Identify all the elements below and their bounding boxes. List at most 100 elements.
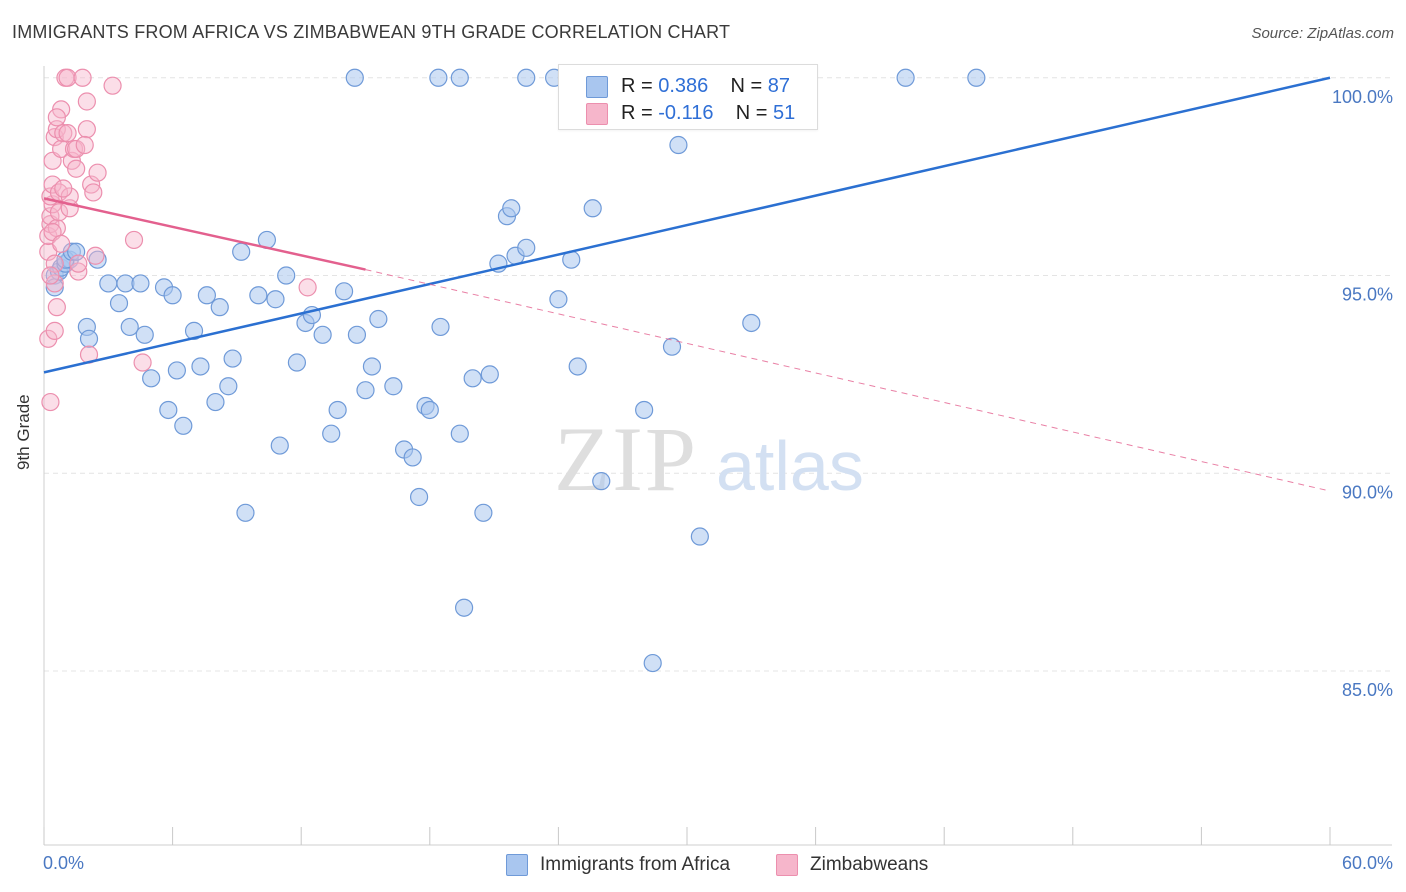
data-point — [450, 68, 469, 87]
data-point — [266, 290, 285, 309]
data-point — [109, 294, 129, 313]
legend-label-zimbabweans: Zimbabweans — [810, 854, 929, 875]
data-point — [49, 203, 69, 222]
data-point — [84, 183, 103, 202]
trend-line-africa — [43, 76, 1331, 374]
data-point — [124, 230, 144, 250]
data-point — [635, 400, 654, 420]
data-point — [742, 313, 761, 333]
data-point — [420, 400, 439, 420]
n-label: N = — [735, 101, 773, 124]
data-point — [79, 329, 99, 348]
data-point — [454, 598, 474, 617]
data-point — [896, 68, 915, 87]
axes — [43, 66, 1392, 846]
series-immigrants-from-africa — [45, 68, 986, 673]
data-point — [450, 424, 469, 443]
data-point — [184, 321, 204, 340]
data-point — [287, 353, 307, 372]
data-point — [347, 325, 367, 344]
r-value: -0.116 — [658, 101, 714, 124]
data-point — [502, 199, 521, 218]
data-point — [54, 179, 73, 198]
legend-swatch-blue — [586, 76, 608, 98]
data-point — [232, 242, 251, 261]
data-point — [52, 139, 71, 159]
r-label: R = — [621, 74, 659, 97]
y-tick-label: 95.0% — [1342, 285, 1393, 305]
data-point — [967, 68, 986, 87]
data-point — [223, 349, 242, 368]
watermark-zip: ZIP — [554, 408, 698, 510]
data-point — [174, 416, 193, 435]
stats-legend: R = 0.386 N = 87 R = -0.116 N = 51 — [558, 64, 818, 130]
data-point — [47, 298, 66, 317]
data-point — [52, 234, 71, 253]
data-point — [77, 120, 96, 139]
data-point — [474, 503, 493, 522]
legend-swatch-pink — [776, 854, 798, 876]
data-point — [163, 286, 182, 305]
watermark: ZIP atlas — [554, 408, 864, 510]
data-point — [67, 139, 86, 159]
data-point — [549, 290, 568, 309]
data-point — [88, 163, 107, 182]
data-point — [197, 286, 216, 305]
series-legend: Immigrants from Africa Zimbabweans — [0, 851, 1406, 879]
data-point — [133, 353, 152, 372]
y-tick-label: 85.0% — [1342, 680, 1393, 700]
data-point — [210, 298, 229, 317]
data-point — [236, 503, 255, 522]
data-point — [517, 238, 536, 257]
data-point — [135, 325, 154, 344]
data-point — [369, 309, 388, 329]
watermark-atlas: atlas — [716, 427, 864, 505]
data-point — [69, 254, 88, 273]
data-point — [403, 448, 422, 467]
data-point — [45, 254, 64, 273]
r-label: R = — [621, 101, 659, 124]
data-point — [86, 246, 105, 265]
data-point — [690, 527, 709, 546]
data-point — [298, 278, 317, 297]
data-point — [480, 365, 499, 384]
data-point — [159, 400, 178, 420]
data-point — [75, 135, 94, 155]
data-point — [592, 472, 611, 491]
source-label: Source: ZipAtlas.com — [1251, 25, 1394, 42]
data-point — [313, 325, 332, 344]
data-point — [67, 242, 86, 261]
data-point — [73, 68, 92, 87]
data-point — [431, 317, 450, 337]
data-point — [345, 68, 364, 87]
data-point — [643, 653, 662, 673]
data-point — [517, 68, 536, 87]
data-point — [249, 286, 268, 305]
trend-lines — [43, 76, 1331, 492]
data-point — [463, 369, 482, 388]
data-point — [334, 282, 354, 301]
data-point — [356, 381, 375, 400]
data-point — [77, 92, 96, 111]
data-point — [384, 377, 403, 396]
legend-item-zimbabweans[interactable]: Zimbabweans — [776, 851, 928, 879]
data-point — [41, 392, 60, 412]
legend-item-africa[interactable]: Immigrants from Africa — [506, 851, 730, 879]
data-point — [41, 266, 60, 285]
data-point — [191, 357, 210, 376]
data-point — [583, 199, 602, 218]
trend-line-zimbabweans — [43, 197, 366, 271]
legend-label-africa: Immigrants from Africa — [540, 854, 731, 875]
legend-swatch-blue — [506, 854, 528, 876]
data-point — [277, 266, 296, 285]
data-point — [58, 68, 77, 87]
grid-lines — [44, 77, 1392, 672]
data-point — [45, 321, 64, 340]
n-value: 87 — [767, 74, 791, 97]
n-value: 51 — [772, 101, 796, 124]
data-point — [429, 68, 448, 87]
data-point — [662, 337, 682, 356]
data-point — [47, 108, 66, 127]
data-point — [54, 124, 73, 143]
